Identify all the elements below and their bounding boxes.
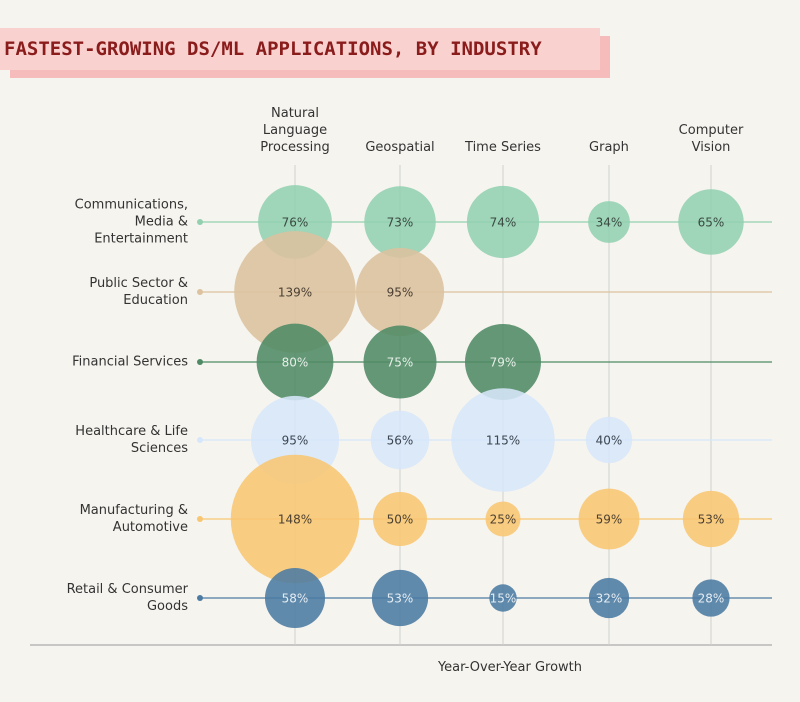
bubble xyxy=(466,185,540,259)
chart-title: FASTEST-GROWING DS/ML APPLICATIONS, BY I… xyxy=(0,28,600,70)
bubble xyxy=(578,488,640,550)
data-label: 58% xyxy=(282,592,309,606)
row-dot xyxy=(197,289,203,295)
data-label: 53% xyxy=(387,592,414,606)
data-label: 28% xyxy=(698,592,725,606)
row-dot xyxy=(197,516,203,522)
row-dot xyxy=(197,359,203,365)
data-label: 25% xyxy=(490,513,517,527)
data-label: 73% xyxy=(387,216,414,230)
data-label: 34% xyxy=(596,216,623,230)
data-label: 53% xyxy=(698,513,725,527)
bubble xyxy=(363,325,437,399)
legend-label: Healthcare & Life Sciences xyxy=(75,424,188,456)
legend-label: Manufacturing & Automotive xyxy=(79,503,188,535)
bubble xyxy=(234,231,356,353)
legend-label: Retail & Consumer Goods xyxy=(66,582,188,614)
data-label: 95% xyxy=(282,434,309,448)
data-label: 95% xyxy=(387,286,414,300)
bubble xyxy=(485,501,521,537)
data-label: 56% xyxy=(387,434,414,448)
row-dot xyxy=(197,219,203,225)
bubble xyxy=(370,410,430,470)
data-label: 32% xyxy=(596,592,623,606)
data-label: 75% xyxy=(387,356,414,370)
row-dot xyxy=(197,437,203,443)
legend-label: Communications, Media & Entertainment xyxy=(74,197,188,247)
bubble xyxy=(678,189,744,255)
bubble xyxy=(588,577,630,619)
column-label: Computer Vision xyxy=(678,123,744,155)
bubble xyxy=(585,416,633,464)
data-label: 79% xyxy=(490,356,517,370)
bubble xyxy=(264,567,326,629)
bubble xyxy=(489,584,517,612)
data-label: 139% xyxy=(278,286,312,300)
x-axis-label: Year-Over-Year Growth xyxy=(437,660,583,675)
column-label: Geospatial xyxy=(365,140,435,155)
data-label: 59% xyxy=(596,513,623,527)
bubble xyxy=(588,201,630,243)
data-label: 65% xyxy=(698,216,725,230)
legend-label: Financial Services xyxy=(72,354,188,370)
column-label: Time Series xyxy=(465,140,541,155)
bubble xyxy=(373,492,427,546)
data-label: 15% xyxy=(490,592,517,606)
bubble xyxy=(371,569,429,627)
data-label: 50% xyxy=(387,513,414,527)
data-label: 40% xyxy=(596,434,623,448)
column-label: Graph xyxy=(589,140,629,155)
row-dot xyxy=(197,595,203,601)
bubble xyxy=(364,186,436,258)
data-label: 115% xyxy=(486,434,520,448)
bubble xyxy=(355,247,445,337)
data-label: 80% xyxy=(282,356,309,370)
column-label: Natural Language Processing xyxy=(260,106,330,155)
bubble xyxy=(464,323,542,401)
data-label: 148% xyxy=(278,513,312,527)
legend-label: Public Sector & Education xyxy=(89,276,188,308)
data-label: 74% xyxy=(490,216,517,230)
bubble xyxy=(451,388,555,492)
bubble xyxy=(682,490,740,548)
bubble xyxy=(230,454,360,584)
bubble xyxy=(692,579,730,617)
data-label: 76% xyxy=(282,216,309,230)
bubble xyxy=(256,323,334,401)
